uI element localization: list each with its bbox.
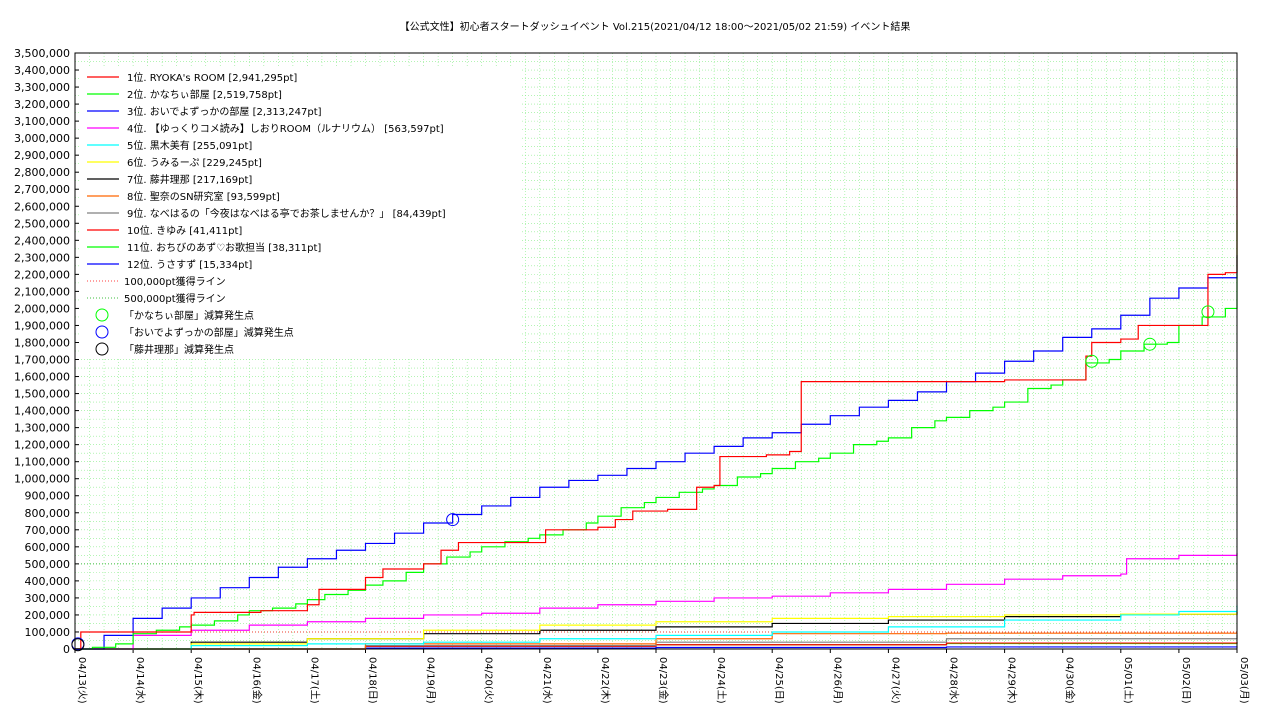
decrement-marker [71,637,85,651]
y-tick-label: 1,600,000 [14,371,70,384]
y-tick-label: 1,800,000 [14,336,70,349]
x-tick-label: 05/03(月) [1238,657,1250,704]
y-tick-label: 2,100,000 [14,285,70,298]
y-tick-label: 2,000,000 [14,302,70,315]
x-tick-label: 05/01(土) [1122,657,1135,704]
y-tick-label: 3,000,000 [14,132,70,145]
y-tick-label: 2,500,000 [14,217,70,230]
chart-title: 【公式文性】初心者スタートダッシュイベント Vol.215(2021/04/12… [400,20,911,33]
legend-entry: 9位. なべはるの「今夜はなべはる亭でお茶しませんか？」 [84,439pt] [127,207,446,220]
legend-entry: 3位. おいでよずっかの部屋 [2,313,247pt] [127,105,322,118]
series-line [75,609,1238,650]
y-tick-label: 1,500,000 [14,388,70,401]
legend-entry: 100,000pt獲得ライン [124,275,226,288]
y-tick-label: 1,000,000 [14,473,70,486]
legend-entry: 「かなちぃ部屋」減算発生点 [124,309,254,322]
x-tick-label: 04/29(木) [1006,657,1018,704]
x-tick-label: 04/26(月) [831,657,843,704]
legend-entry: 1位. RYOKA's ROOM [2,941,295pt] [127,71,297,84]
y-tick-label: 2,400,000 [14,234,70,247]
y-tick-label: 3,100,000 [14,115,70,128]
x-tick-label: 04/24(土) [715,657,728,704]
x-tick-label: 04/25(日) [773,657,784,704]
y-tick-label: 500,000 [25,558,71,571]
y-tick-label: 600,000 [25,541,71,554]
series-line [75,553,1238,650]
y-tick-label: 1,700,000 [14,354,70,367]
decrement-marker [1143,337,1157,351]
y-tick-label: 800,000 [25,507,71,520]
series-line [75,255,1238,650]
legend-marker [95,325,109,339]
y-tick-label: 1,900,000 [14,319,70,332]
legend-entry: 7位. 藤井理那 [217,169pt] [127,173,252,186]
y-tick-label: 100,000 [25,626,71,639]
y-tick-label: 2,200,000 [14,268,70,281]
y-tick-label: 2,300,000 [14,251,70,264]
decrement-marker [71,638,85,652]
legend-entry: 4位. 【ゆっくりコメ読み】しおりROOM（ルナリウム） [563,597pt] [127,122,444,135]
series-group [75,148,1238,650]
x-tick-label: 04/19(月) [425,657,437,704]
legend-entry: 8位. 聖奈のSN研究室 [93,599pt] [127,190,280,203]
legend-entry: 500,000pt獲得ライン [124,292,226,305]
y-tick-label: 3,200,000 [14,98,70,111]
x-tick-label: 04/27(火) [889,657,901,704]
y-tick-label: 1,400,000 [14,405,70,418]
x-tick-label: 04/22(木) [599,657,611,704]
legend-entry: 10位. きゆみ [41,411pt] [127,224,242,237]
plot-frame [74,52,1238,650]
legend-entry: 12位. うさすず [15,334pt] [127,258,252,271]
x-axis: 04/13(火) 04/14(水) 04/15(木) 04/16(金) 04/17(土)… [74,649,1250,704]
y-tick-label: 3,300,000 [14,81,70,94]
legend-box [80,66,520,358]
decrement-marker [1085,354,1099,368]
y-tick-label: 2,700,000 [14,183,70,196]
legend-entry: 6位. うみるーぷ [229,245pt] [127,156,262,169]
legend-marker [95,308,109,322]
y-tick-label: 2,900,000 [14,149,70,162]
series-line [75,632,1238,650]
x-tick-label: 04/15(木) [192,657,204,704]
y-tick-label: 0 [63,643,70,656]
series-line [75,148,1238,650]
y-tick-label: 700,000 [25,524,71,537]
x-tick-label: 04/18(日) [367,657,378,704]
legend-entry: 5位. 黒木美有 [255,091pt] [127,139,252,152]
decrement-marker [1201,305,1215,319]
decrement-marker [446,513,460,527]
y-tick-label: 900,000 [25,490,71,503]
y-tick-label: 300,000 [25,592,71,605]
marker-group [71,305,1215,652]
y-tick-label: 1,200,000 [14,439,70,452]
x-tick-label: 04/21(水) [541,657,553,704]
legend-entry: 11位. おちびのあず♡お歌担当 [38,311pt] [127,241,321,254]
y-tick-label: 2,800,000 [14,166,70,179]
series-line [75,605,1238,650]
legend-entry: 「藤井理那」減算発生点 [124,343,234,356]
x-tick-label: 04/17(土) [308,657,321,704]
legend-entry: 「おいでよずっかの部屋」減算発生点 [124,326,294,339]
y-tick-label: 400,000 [25,575,71,588]
y-axis: 0 100,000 200,000 300,000 400,000 500,000 600,… [14,47,79,656]
x-tick-label: 04/16(金) [250,657,263,704]
x-tick-label: 04/30(金) [1064,657,1077,704]
y-tick-label: 3,500,000 [14,47,70,60]
legend-entry: 2位. かなちぃ部屋 [2,519,758pt] [127,88,282,101]
x-tick-label: 04/23(金) [657,657,670,704]
legend: 1位. RYOKA's ROOM [2,941,295pt] 2位. かなちぃ部屋… [80,66,520,358]
y-tick-label: 2,600,000 [14,200,70,213]
legend-marker [95,342,109,356]
x-tick-label: 05/02(日) [1180,657,1191,704]
x-tick-label: 04/28(水) [948,657,960,704]
y-tick-label: 1,100,000 [14,456,70,469]
x-tick-label: 04/20(火) [483,657,495,704]
y-tick-label: 3,400,000 [14,64,70,77]
y-tick-label: 1,300,000 [14,422,70,435]
x-tick-label: 04/13(火) [76,657,88,704]
series-line [75,219,1238,650]
x-tick-label: 04/14(水) [134,657,146,704]
y-tick-label: 200,000 [25,609,71,622]
